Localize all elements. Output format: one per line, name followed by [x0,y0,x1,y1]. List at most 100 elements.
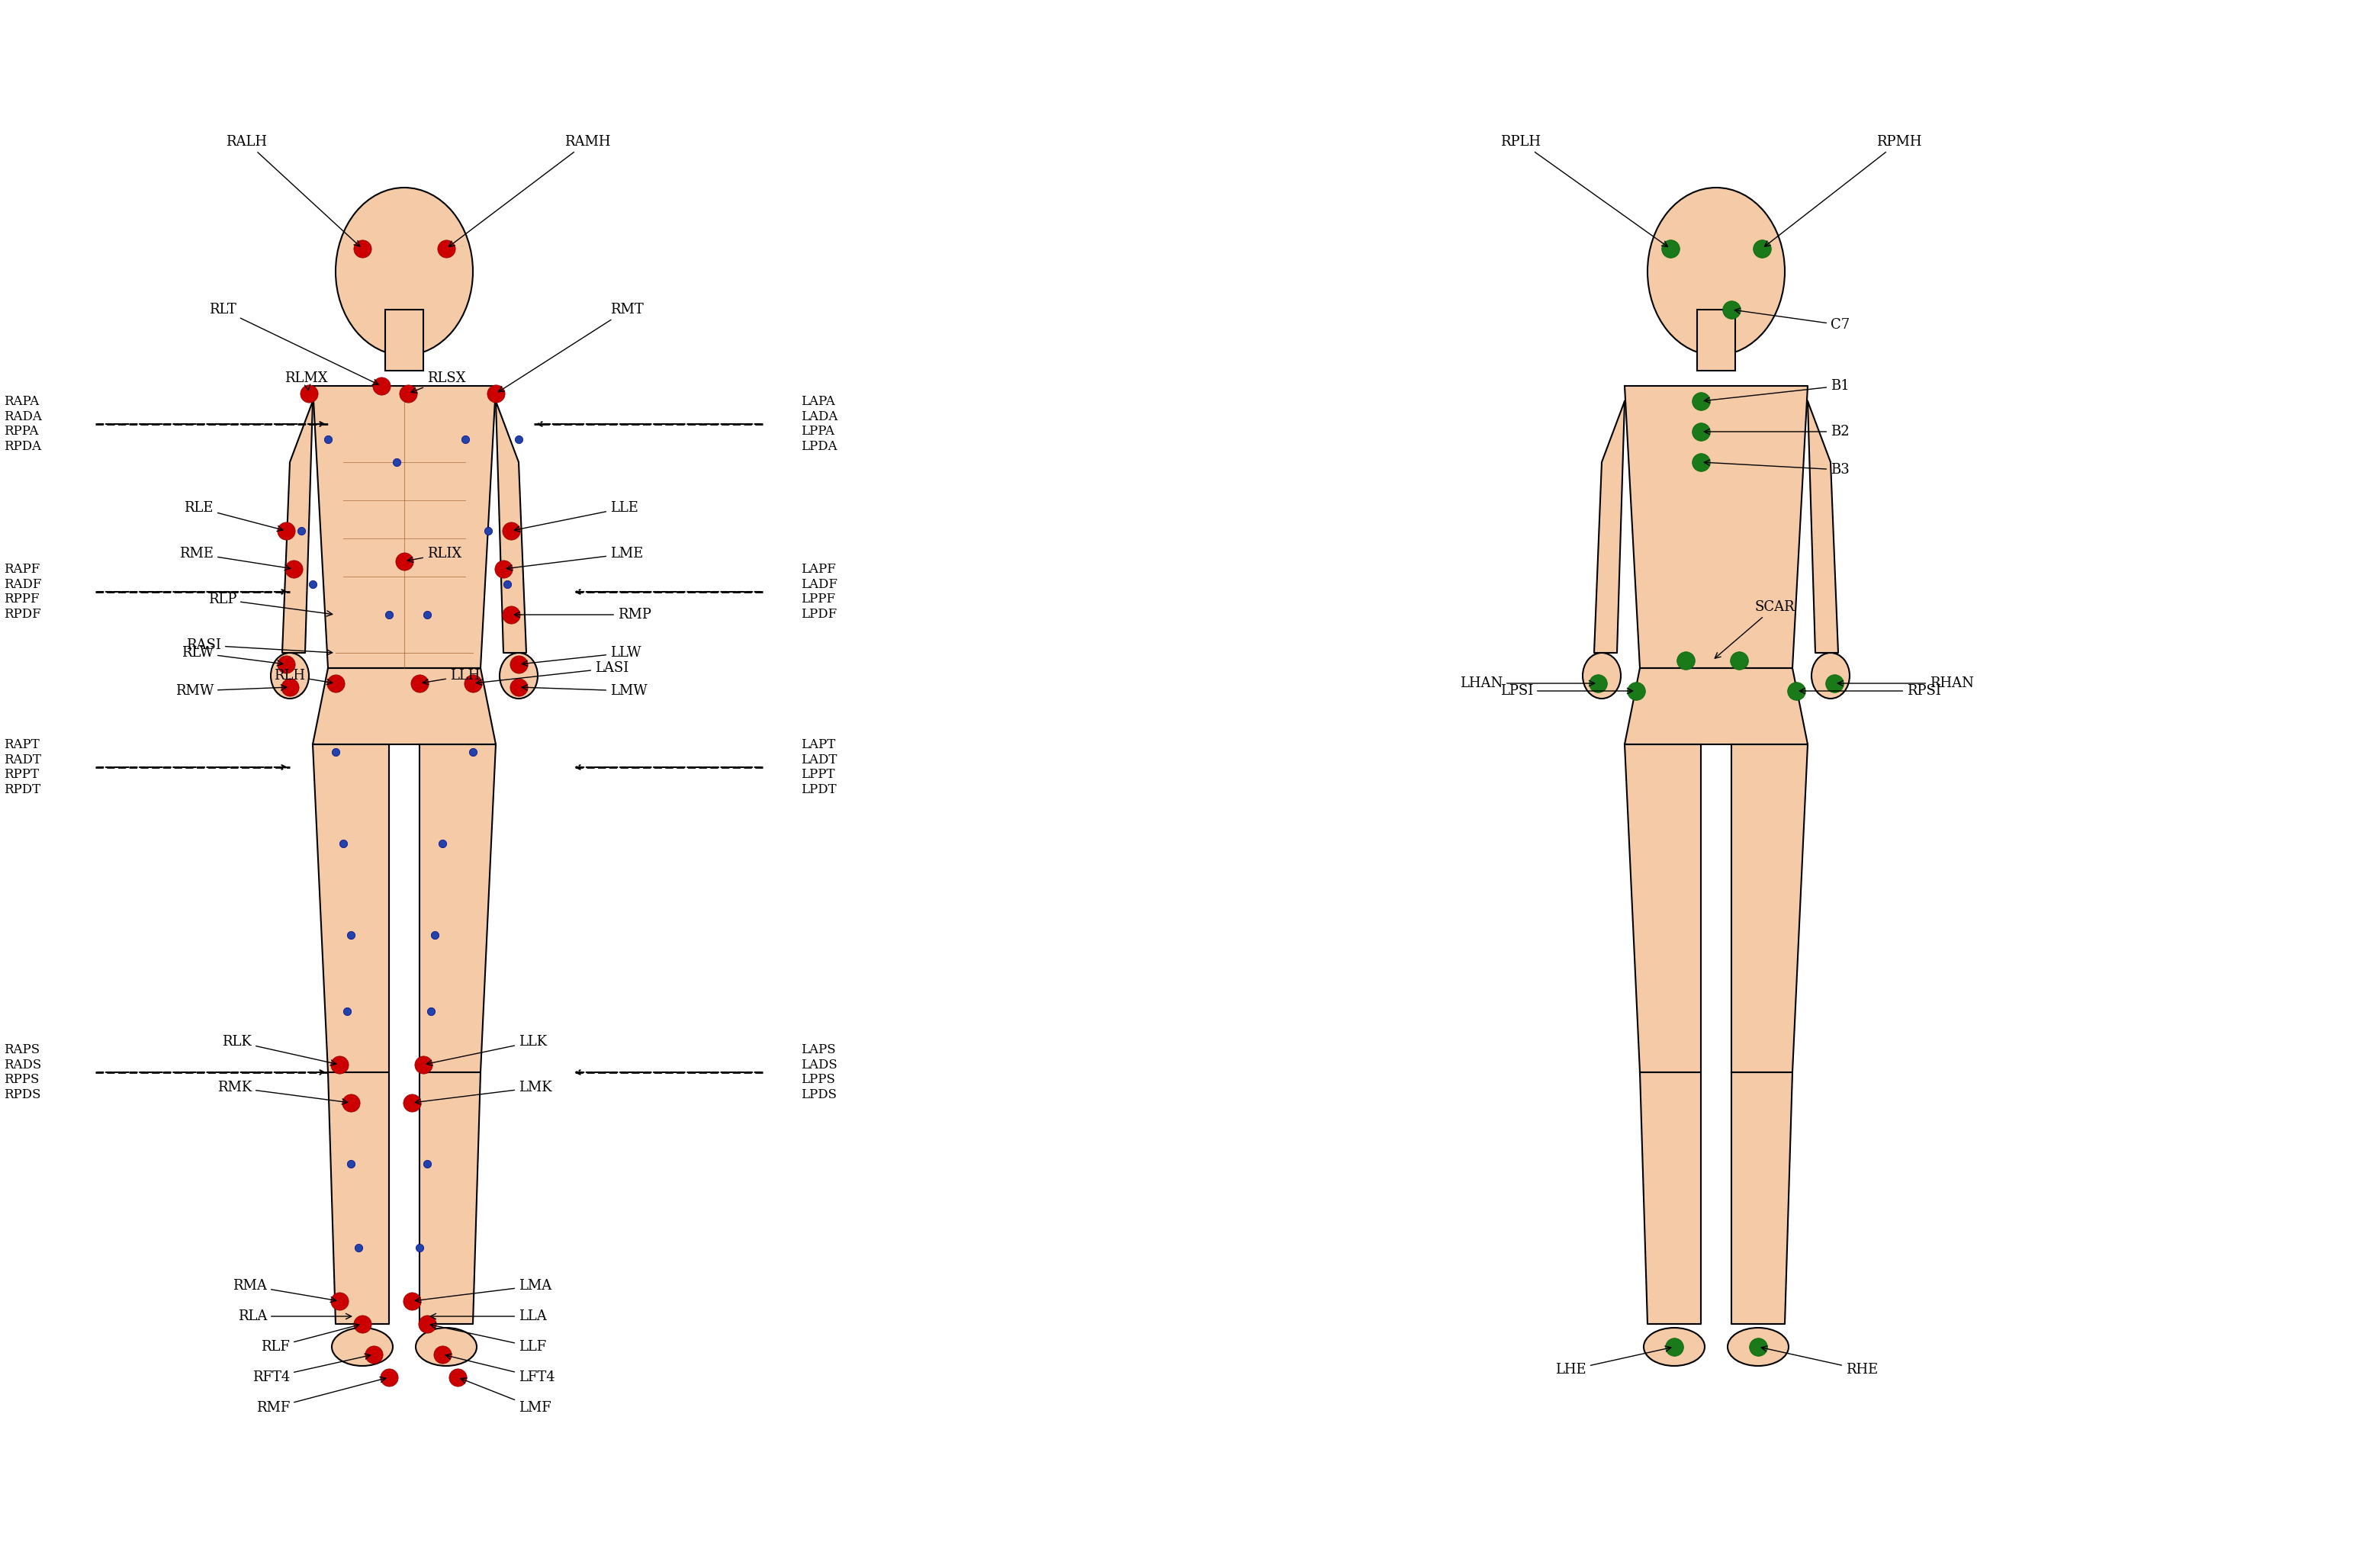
Point [324,831,362,856]
Point [272,674,310,699]
Text: LHE: LHE [1554,1345,1670,1377]
Point [424,831,461,856]
Text: LAPF
LADF
LPPF
LPDF: LAPF LADF LPPF LPDF [800,563,838,621]
Ellipse shape [1647,188,1784,356]
Point [1739,1334,1777,1359]
Polygon shape [1732,745,1808,1073]
Point [438,1364,476,1389]
Text: RMP: RMP [513,608,651,621]
Text: RPSI: RPSI [1801,684,1940,698]
Point [343,237,381,262]
Point [369,1364,407,1389]
Polygon shape [1595,401,1625,652]
Text: RAPA
RADA
RPPA
RPDA: RAPA RADA RPPA RPDA [5,395,43,453]
Text: RMT: RMT [499,303,644,392]
Text: C7: C7 [1734,309,1850,332]
Point [1616,679,1654,704]
Point [267,652,305,677]
Polygon shape [1625,668,1808,745]
Text: RMF: RMF [256,1377,386,1414]
Polygon shape [1640,1073,1701,1323]
Point [428,237,466,262]
Point [317,740,355,765]
Text: RMA: RMA [232,1279,336,1303]
Text: LHAN: LHAN [1460,676,1595,690]
Text: RLMX: RLMX [284,372,329,390]
Point [355,1342,393,1367]
Point [393,1289,431,1314]
Polygon shape [312,668,497,745]
Text: RMK: RMK [218,1080,348,1104]
Point [331,1090,369,1115]
Text: LME: LME [506,547,644,571]
Ellipse shape [416,1328,476,1366]
Point [310,426,348,452]
Ellipse shape [1644,1328,1706,1366]
Text: LAPS
LADS
LPPS
LPDS: LAPS LADS LPPS LPDS [800,1043,838,1101]
Point [274,557,312,582]
Point [331,922,369,947]
Text: RMW: RMW [175,684,286,698]
Text: RLH: RLH [274,670,331,685]
Point [478,381,516,406]
Polygon shape [1808,401,1838,652]
Point [282,519,319,544]
Point [1744,237,1782,262]
Text: RHAN: RHAN [1838,676,1973,690]
Text: LLA: LLA [431,1309,547,1323]
Text: RLK: RLK [222,1035,336,1065]
Point [1656,1334,1694,1359]
Point [1713,296,1751,321]
Text: LLW: LLW [523,646,641,666]
Text: LMA: LMA [414,1279,551,1303]
Text: LPSI: LPSI [1500,684,1633,698]
Text: LMK: LMK [414,1080,551,1104]
Text: RLE: RLE [185,502,284,532]
Point [454,671,492,696]
Point [400,1236,438,1261]
Point [1777,679,1815,704]
Text: LMW: LMW [523,684,648,698]
FancyBboxPatch shape [386,309,424,370]
Text: RPMH: RPMH [1765,135,1921,246]
Point [1666,648,1704,673]
Point [492,519,530,544]
Ellipse shape [1583,652,1621,699]
Point [1651,237,1689,262]
Polygon shape [1732,1073,1793,1323]
Point [1682,389,1720,414]
Point [499,652,537,677]
Text: RPLH: RPLH [1500,135,1668,246]
Text: LLH: LLH [424,670,480,685]
Text: RALH: RALH [225,135,360,246]
Text: LLF: LLF [431,1323,547,1353]
Text: LASI: LASI [476,662,629,685]
Text: B2: B2 [1704,425,1850,439]
Point [412,999,450,1024]
Text: RAPT
RADT
RPPT
RPDT: RAPT RADT RPPT RPDT [5,739,40,797]
Text: RLP: RLP [208,593,331,616]
Point [291,381,329,406]
Polygon shape [312,386,497,668]
Polygon shape [419,1073,480,1323]
Text: RLIX: RLIX [407,547,461,563]
Point [1682,419,1720,444]
Ellipse shape [1812,652,1850,699]
Polygon shape [329,1073,388,1323]
Point [341,1236,379,1261]
Point [388,381,426,406]
Point [492,602,530,627]
Ellipse shape [499,652,537,699]
Polygon shape [282,401,312,652]
Text: RLSX: RLSX [412,372,466,394]
Point [317,671,355,696]
Point [409,602,447,627]
Text: RAMH: RAMH [450,135,610,246]
Text: RASI: RASI [187,638,331,655]
Point [319,1289,357,1314]
Text: RLT: RLT [208,303,379,384]
Polygon shape [497,401,525,652]
Point [400,671,438,696]
Point [293,572,331,597]
Polygon shape [419,745,497,1073]
